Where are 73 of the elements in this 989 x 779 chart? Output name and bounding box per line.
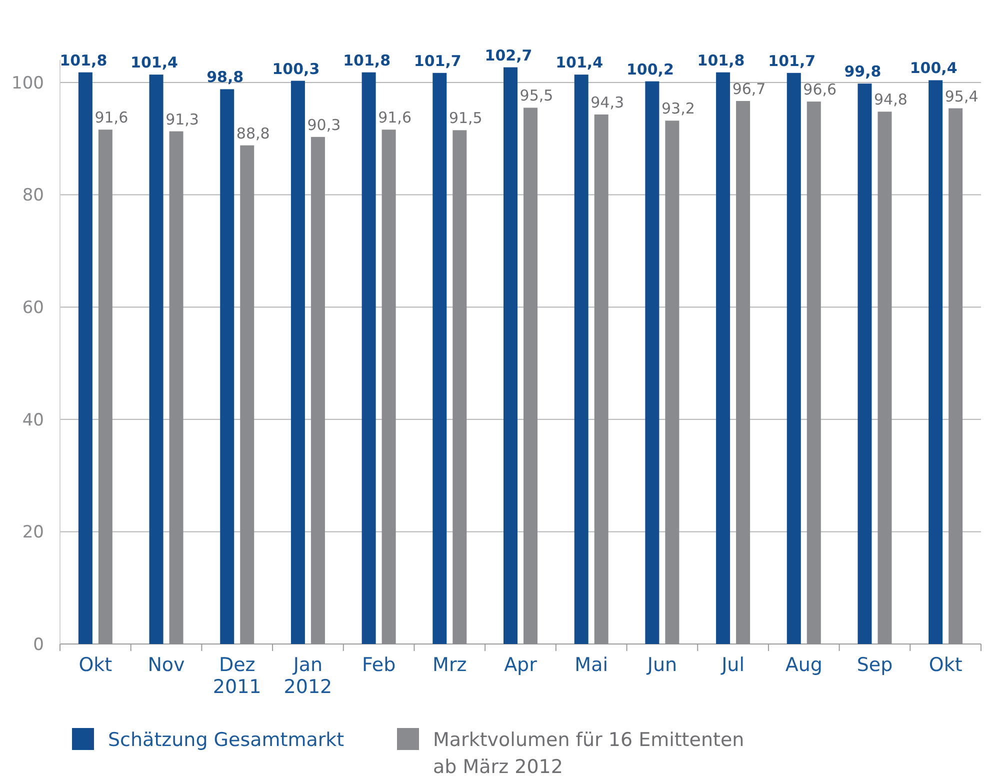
x-tick-label: Apr — [504, 654, 538, 676]
bar — [240, 145, 254, 644]
data-label: 98,8 — [206, 68, 244, 86]
x-tick-label: Jan 2012 — [284, 654, 332, 698]
x-tick-label: Mrz — [432, 654, 467, 676]
data-label: 96,6 — [803, 80, 837, 99]
y-tick-label: 100 — [12, 73, 44, 94]
y-tick-label: 40 — [22, 410, 44, 430]
x-tick-label: Sep — [856, 654, 893, 676]
bar — [432, 72, 447, 644]
data-label: 101,7 — [414, 52, 462, 70]
bar — [220, 89, 234, 644]
data-label: 94,3 — [590, 93, 624, 112]
data-label: 100,2 — [626, 60, 674, 78]
data-label: 101,8 — [697, 51, 745, 70]
bar — [665, 120, 680, 644]
y-tick-label: 0 — [33, 634, 44, 655]
bar — [858, 84, 872, 644]
data-label: 96,7 — [732, 80, 766, 98]
bar — [524, 108, 538, 644]
x-tick-label: Nov — [148, 654, 185, 676]
data-label: 101,7 — [768, 52, 816, 70]
legend-label: Marktvolumen für 16 Emittenten ab März 2012 — [433, 729, 744, 778]
x-tick-label: Mai — [574, 654, 608, 676]
bar — [786, 72, 801, 644]
x-tick-label: Feb — [362, 654, 396, 676]
bar — [594, 114, 608, 644]
x-tick-label: Dez 2011 — [212, 654, 262, 698]
x-tick-label: Okt — [928, 654, 962, 676]
data-label: 101,4 — [130, 54, 178, 72]
data-label: 88,8 — [236, 124, 270, 142]
legend-label: Schätzung Gesamtmarkt — [108, 729, 344, 751]
bar — [806, 102, 821, 644]
bar — [878, 112, 892, 644]
data-label: 100,3 — [272, 60, 320, 78]
data-label: 102,7 — [484, 46, 532, 64]
x-tick-label: Aug — [785, 654, 822, 676]
bar — [452, 130, 467, 644]
x-tick-label: Jul — [720, 654, 745, 676]
data-label: 91,5 — [448, 109, 482, 128]
data-label: 101,8 — [343, 51, 391, 70]
data-label: 101,8 — [60, 51, 108, 70]
x-tick-label: Jun — [646, 654, 678, 676]
bar — [78, 72, 92, 644]
data-label: 91,3 — [166, 110, 199, 128]
bar — [362, 72, 376, 644]
bar — [149, 74, 164, 644]
data-label: 91,6 — [378, 108, 412, 127]
bar — [290, 80, 305, 644]
bar — [716, 72, 730, 644]
bar — [645, 81, 660, 644]
bar — [504, 67, 518, 644]
bar — [382, 130, 396, 644]
data-label: 93,2 — [661, 100, 695, 118]
y-tick-label: 60 — [22, 298, 44, 318]
bar — [574, 74, 588, 644]
data-label: 99,8 — [844, 62, 882, 81]
data-label: 90,3 — [307, 116, 341, 134]
bar — [736, 100, 750, 644]
bar — [310, 136, 325, 644]
bar — [948, 108, 963, 644]
y-tick-label: 80 — [22, 186, 44, 206]
bar — [169, 131, 184, 644]
data-label: 101,4 — [556, 54, 604, 72]
data-label: 100,4 — [910, 59, 958, 78]
y-tick-label: 20 — [22, 522, 44, 543]
x-tick-label: Okt — [78, 654, 112, 676]
data-label: 91,6 — [94, 108, 128, 127]
bar — [98, 130, 112, 644]
bar — [928, 80, 943, 644]
data-label: 95,5 — [520, 86, 554, 105]
data-label: 95,4 — [944, 87, 978, 106]
data-label: 94,8 — [874, 90, 908, 109]
